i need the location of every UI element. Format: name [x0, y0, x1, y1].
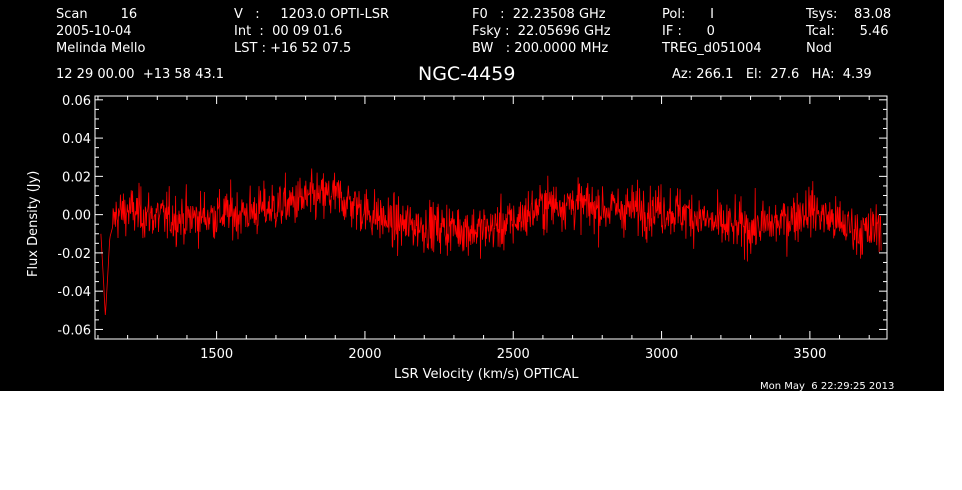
timestamp: Mon May 6 22:29:25 2013 [760, 381, 894, 391]
spectrum-chart: Scan 16 2005-10-04 Melinda Mello V : 120… [26, 7, 894, 391]
chart-title: NGC-4459 [418, 63, 515, 85]
y-tick-label: -0.06 [57, 323, 91, 338]
header-coordinates: 12 29 00.00 +13 58 43.1 [56, 67, 224, 82]
x-tick-label: 3500 [793, 347, 826, 362]
header-observer: Melinda Mello [56, 41, 145, 56]
header-bw: BW : 200.0000 MHz [472, 41, 608, 56]
header-date: 2005-10-04 [56, 24, 132, 39]
x-tick-label: 3000 [645, 347, 678, 362]
spectrum-line [100, 168, 882, 316]
header-fsky: Fsky : 22.05696 GHz [472, 24, 611, 39]
x-tick-label: 2500 [497, 347, 530, 362]
y-tick-label: 0.04 [62, 132, 91, 147]
header-f0: F0 : 22.23508 GHz [472, 7, 606, 22]
header-tcal: Tcal: 5.46 [805, 24, 889, 39]
header-scan: Scan 16 [56, 7, 137, 22]
y-tick-label: 0.02 [62, 170, 91, 185]
header-if: IF : 0 [662, 24, 715, 39]
header-integration: Int : 00 09 01.6 [234, 24, 342, 39]
y-tick-label: 0.00 [62, 209, 91, 224]
x-axis-label: LSR Velocity (km/s) OPTICAL [394, 367, 579, 382]
y-tick-label: -0.02 [57, 247, 91, 262]
plot-panel: Scan 16 2005-10-04 Melinda Mello V : 120… [0, 0, 944, 391]
header-lst: LST : +16 52 07.5 [234, 41, 351, 56]
tick-labels: 1500 2000 2500 3000 3500 -0.06 -0.04 -0.02 0.00 0… [57, 94, 826, 362]
y-tick-label: 0.06 [62, 94, 91, 109]
header-pol: Pol: I [662, 7, 714, 22]
header-nod: Nod [806, 41, 832, 56]
x-tick-label: 1500 [200, 347, 233, 362]
header-pointing: Az: 266.1 El: 27.6 HA: 4.39 [672, 67, 872, 82]
header-treg: TREG_d051004 [661, 41, 762, 56]
header-velocity: V : 1203.0 OPTI-LSR [234, 7, 389, 22]
y-tick-label: -0.04 [57, 285, 91, 300]
header-tsys: Tsys: 83.08 [805, 7, 891, 22]
x-tick-label: 2000 [348, 347, 381, 362]
axis-ticks [95, 96, 887, 340]
plot-frame [94, 95, 888, 340]
y-axis-label: Flux Density (Jy) [26, 171, 41, 277]
spectrum-trace-layer [100, 168, 882, 316]
